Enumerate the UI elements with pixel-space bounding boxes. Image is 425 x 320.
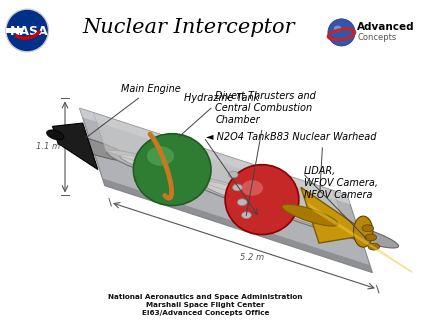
- Ellipse shape: [321, 220, 399, 248]
- Ellipse shape: [47, 130, 64, 140]
- Text: Hydrazine Tank: Hydrazine Tank: [179, 93, 260, 137]
- Ellipse shape: [334, 26, 342, 31]
- Ellipse shape: [54, 133, 131, 161]
- Text: Advanced: Advanced: [357, 21, 415, 32]
- Ellipse shape: [362, 225, 374, 232]
- Ellipse shape: [354, 216, 373, 247]
- Ellipse shape: [188, 177, 292, 213]
- Text: Divert Thrusters and
Central Combustion
Chamber: Divert Thrusters and Central Combustion …: [215, 92, 316, 216]
- Text: Marshall Space Flight Center: Marshall Space Flight Center: [147, 302, 265, 308]
- Text: Main Engine: Main Engine: [86, 84, 181, 138]
- Text: Nuclear Interceptor: Nuclear Interceptor: [83, 18, 295, 37]
- Circle shape: [6, 9, 48, 52]
- Ellipse shape: [120, 155, 197, 182]
- Ellipse shape: [368, 243, 380, 250]
- Ellipse shape: [365, 234, 377, 241]
- Polygon shape: [53, 123, 98, 170]
- Text: 5.2 m: 5.2 m: [240, 253, 264, 262]
- Ellipse shape: [241, 180, 263, 196]
- Polygon shape: [102, 178, 372, 273]
- Ellipse shape: [282, 204, 338, 226]
- Ellipse shape: [107, 150, 210, 187]
- Text: B83 Nuclear Warhead: B83 Nuclear Warhead: [270, 132, 376, 193]
- Ellipse shape: [147, 146, 174, 166]
- Ellipse shape: [228, 171, 238, 178]
- Text: EI63/Advanced Concepts Office: EI63/Advanced Concepts Office: [142, 310, 269, 316]
- Ellipse shape: [133, 134, 211, 205]
- Text: LIDAR,
WFOV Camera,
NFOV Camera: LIDAR, WFOV Camera, NFOV Camera: [304, 166, 378, 199]
- Polygon shape: [6, 28, 23, 33]
- Ellipse shape: [201, 181, 279, 209]
- Polygon shape: [79, 108, 350, 204]
- Ellipse shape: [232, 184, 242, 191]
- Circle shape: [328, 19, 355, 46]
- Text: 1.1 m: 1.1 m: [36, 142, 60, 151]
- Ellipse shape: [257, 199, 361, 236]
- Ellipse shape: [270, 204, 348, 231]
- Polygon shape: [301, 187, 370, 243]
- Text: Concepts: Concepts: [357, 33, 396, 42]
- Ellipse shape: [241, 212, 251, 219]
- Text: NASA: NASA: [10, 25, 48, 38]
- Text: ◄ N2O4 Tank: ◄ N2O4 Tank: [206, 132, 269, 142]
- Polygon shape: [94, 113, 346, 229]
- Ellipse shape: [225, 165, 299, 235]
- Ellipse shape: [237, 199, 247, 206]
- Polygon shape: [306, 201, 425, 320]
- Text: National Aeronautics and Space Administration: National Aeronautics and Space Administr…: [108, 294, 303, 300]
- Polygon shape: [79, 108, 372, 273]
